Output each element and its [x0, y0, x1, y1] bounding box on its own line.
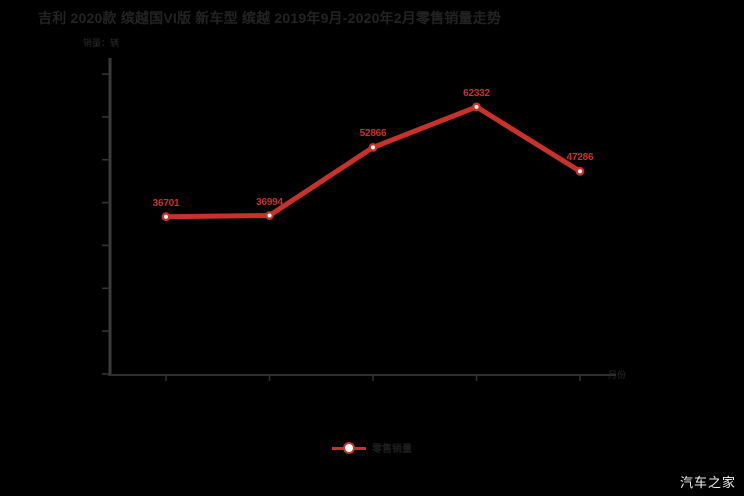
- plot-svg: [102, 58, 616, 381]
- x-axis-ticks: [165, 375, 581, 381]
- data-point-label: 52866: [359, 128, 387, 140]
- chart-legend: 零售销量: [0, 440, 744, 455]
- data-point-marker[interactable]: [472, 102, 481, 112]
- data-point-marker[interactable]: [265, 211, 274, 220]
- data-point-label: 36701: [152, 197, 180, 209]
- series-markers: [161, 102, 585, 222]
- watermark-autohome: 汽车之家: [679, 475, 736, 490]
- y-axis-ticks: [102, 73, 109, 375]
- plot-area: 36701 36994 52866 62332 47286: [102, 58, 616, 381]
- chart-title: 吉利 2020款 缤越国VI版 新车型 缤越 2019年9月-2020年2月零售…: [38, 10, 502, 26]
- y-axis-unit-label: 销量：辆: [83, 38, 120, 48]
- data-point-label: 62332: [463, 87, 490, 99]
- data-point-label: 36994: [256, 196, 283, 208]
- legend-item-label-retail-sales[interactable]: 零售销量: [372, 444, 412, 455]
- data-point-marker[interactable]: [368, 143, 378, 152]
- data-point-marker[interactable]: [575, 166, 585, 176]
- series-line-retail-sales: [163, 104, 583, 220]
- legend-dot-icon: [343, 441, 355, 454]
- legend-marker-icon: [332, 441, 366, 454]
- data-point-marker[interactable]: [161, 212, 171, 222]
- data-point-label: 47286: [566, 152, 594, 164]
- x-axis-unit-label: 月份: [608, 370, 627, 380]
